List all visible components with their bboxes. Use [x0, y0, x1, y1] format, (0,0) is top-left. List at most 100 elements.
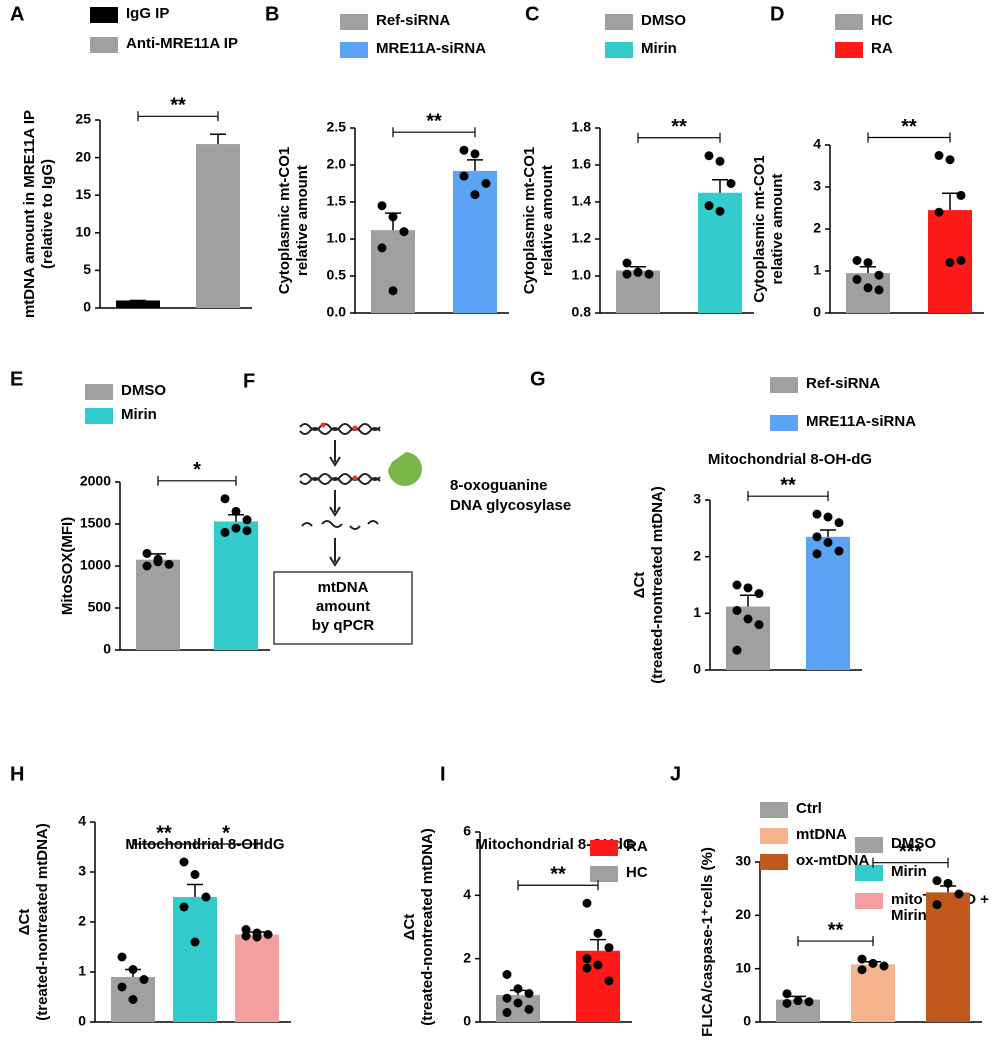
significance-bracket — [137, 111, 219, 122]
data-point — [117, 982, 127, 992]
data-point — [242, 515, 252, 525]
data-point — [754, 620, 764, 630]
data-point — [874, 270, 884, 280]
legend-label-box: DMSO — [891, 836, 936, 852]
legend-swatch — [770, 377, 798, 393]
y-tick-label: 5 — [83, 261, 91, 277]
y-tick-label: 0 — [83, 299, 91, 315]
y-tick-label: 1 — [78, 963, 86, 979]
data-point — [857, 965, 867, 975]
data-point — [593, 960, 603, 970]
y-axis-label: relative amount — [294, 165, 311, 276]
y-tick-label: 1 — [693, 604, 701, 620]
data-point — [874, 285, 884, 295]
y-axis-label: Cytoplasmic mt-CO1 — [751, 155, 768, 303]
legend-label-box: RA — [871, 41, 893, 57]
data-point — [502, 993, 512, 1003]
data-point — [117, 952, 127, 962]
chart-title: Mitochondrial 8-OH-dG — [708, 451, 872, 468]
panel-label: E — [10, 368, 23, 390]
legend-label: Ctrl — [796, 801, 822, 817]
significance-label: ** — [901, 116, 917, 138]
enzyme-text: 8-oxoguanine — [450, 477, 548, 494]
data-point — [793, 996, 803, 1006]
y-tick-label: 3 — [693, 491, 701, 507]
legend-label: Mirin — [641, 41, 677, 57]
y-tick-label: 20 — [75, 148, 91, 164]
data-point — [863, 258, 873, 268]
panel-label: D — [770, 3, 784, 25]
data-point — [852, 256, 862, 265]
data-point — [934, 207, 944, 217]
legend-swatch — [340, 42, 368, 58]
significance-bracket — [157, 475, 237, 486]
data-point — [857, 954, 867, 964]
data-point — [128, 965, 138, 974]
data-point — [459, 145, 469, 155]
data-point — [932, 900, 942, 910]
legend-label: DMSO — [641, 13, 686, 29]
data-point — [241, 925, 251, 934]
legend-label-box: HC — [626, 865, 648, 881]
dna-fragment — [301, 520, 379, 530]
error-bar — [860, 266, 876, 274]
bar — [214, 521, 258, 650]
significance-bracket — [867, 132, 951, 143]
panel-label: G — [530, 368, 546, 390]
y-axis-label: ΔCt — [401, 914, 418, 941]
data-point — [263, 930, 273, 939]
data-point — [241, 931, 251, 941]
y-tick-label: 1 — [813, 262, 821, 278]
data-point — [153, 557, 163, 567]
legend-label: Mirin — [121, 407, 157, 423]
y-tick-label: 0 — [693, 661, 701, 677]
legend-swatch — [605, 42, 633, 58]
legend-swatch — [85, 384, 113, 400]
y-axis-label: mtDNA amount in MRE11A IP — [21, 110, 38, 318]
legend-label: Ref-siRNA — [806, 376, 881, 392]
y-tick-label: 2.5 — [327, 119, 347, 135]
data-point — [732, 606, 742, 615]
data-point — [715, 156, 725, 166]
y-tick-label: 4 — [463, 886, 471, 902]
diagram-f: F 8-oxoguanine DNA glycosylase mtDNA amo… — [243, 370, 571, 645]
legend-label: Mirin — [891, 864, 927, 880]
data-point — [470, 190, 480, 200]
legend-label: ox-mtDNA — [796, 853, 870, 869]
y-axis-label: Cytoplasmic mt-CO1 — [521, 147, 538, 295]
data-point — [502, 970, 512, 979]
legend-swatch — [855, 837, 883, 853]
data-point — [377, 243, 387, 253]
legend-label: DMSO — [121, 383, 166, 399]
legend-swatch — [855, 865, 883, 881]
panel: C 0.8 1.0 1.2 1.4 1.6 1.8 Cytoplasmic mt-CO1 rel… — [521, 3, 754, 320]
data-point — [231, 506, 241, 516]
y-tick-label: 0 — [743, 1013, 751, 1029]
data-point — [128, 995, 138, 1004]
bar — [136, 559, 180, 650]
legend-label-box: Mirin — [121, 407, 157, 423]
significance-label: ** — [780, 474, 796, 496]
panel: E 0 500 1000 1500 2000 MitoSOX(MFI) * — [10, 368, 270, 657]
significance-bracket — [637, 132, 721, 143]
data-point — [388, 212, 398, 222]
data-point — [582, 963, 592, 973]
data-point — [782, 989, 792, 999]
legend-swatch — [835, 14, 863, 30]
result-box — [273, 571, 413, 645]
data-point — [879, 961, 889, 971]
data-point — [754, 589, 764, 598]
arrow — [329, 456, 341, 467]
panel-label: I — [440, 763, 446, 785]
legend-label-box: MRE11A-siRNA — [806, 414, 916, 430]
data-point — [513, 998, 523, 1008]
significance-bracket — [517, 880, 599, 891]
data-point — [852, 274, 862, 284]
y-axis-label: relative amount — [769, 174, 786, 285]
data-point — [726, 179, 736, 188]
data-point — [715, 206, 725, 216]
box-text: amount — [316, 598, 370, 615]
data-point — [604, 943, 614, 953]
